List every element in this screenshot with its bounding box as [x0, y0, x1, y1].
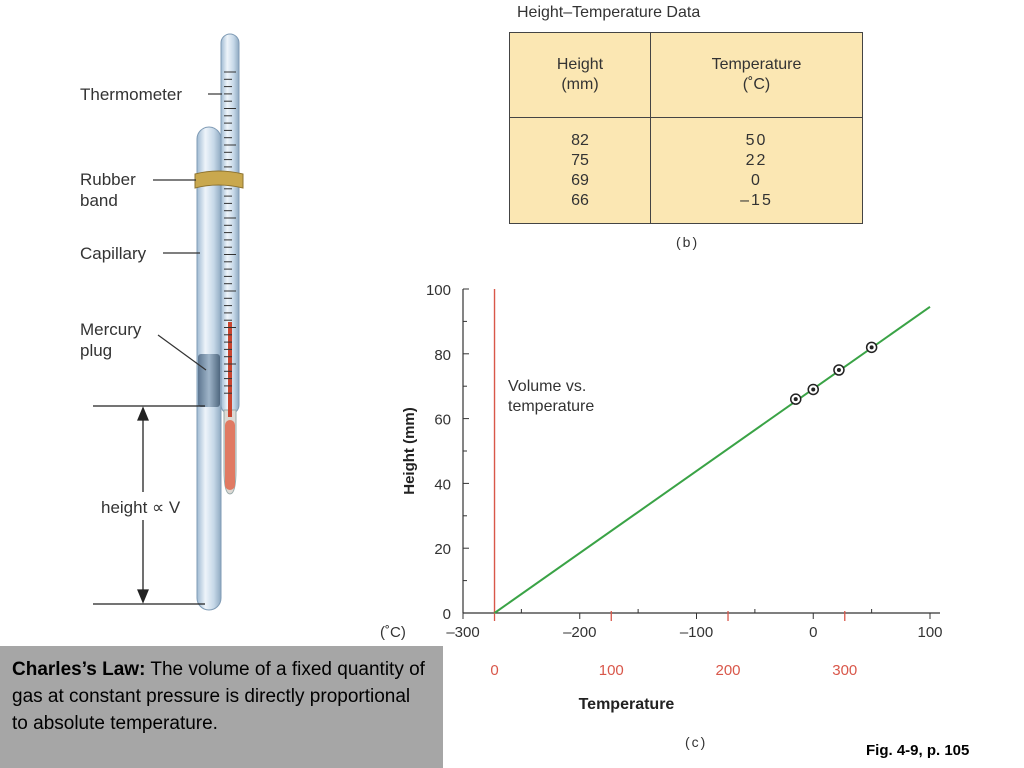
x-unit-label: (˚C) [380, 624, 406, 641]
y-tick-label: 100 [426, 282, 451, 299]
x-tick-label-kelvin: 200 [716, 662, 741, 679]
y-tick-label: 40 [434, 476, 451, 493]
table-caption: (b) [676, 234, 700, 250]
height-bracket [93, 405, 205, 605]
x-tick-label-celsius: –300 [446, 624, 479, 641]
height-temperature-table: Height (mm) Temperature (˚C) 82 75 69 66… [509, 32, 863, 224]
mercury-plug [198, 354, 220, 407]
rubber-band-label: Rubber band [80, 169, 136, 211]
volume-temperature-fit-line [493, 306, 931, 614]
y-tick-label: 80 [434, 347, 451, 364]
temperature-values-cell: 50 22 0 –15 [650, 117, 863, 224]
y-tick-label: 20 [434, 541, 451, 558]
thermometer [220, 33, 240, 495]
y-tick-label: 0 [443, 606, 451, 623]
height-proportional-label: height ∝ V [99, 495, 183, 520]
temperature-value: 50 [745, 131, 768, 149]
y-axis-title: Height (mm) [401, 407, 418, 495]
thermometer-label: Thermometer [80, 85, 183, 104]
figure-reference: Fig. 4-9, p. 105 [866, 742, 970, 759]
x-tick-label-kelvin: 300 [832, 662, 857, 679]
header-height-line1: Height [556, 56, 604, 73]
temperature-value: –15 [740, 191, 773, 209]
x-tick-label-celsius: 0 [809, 624, 817, 641]
x-tick-label-kelvin: 100 [599, 662, 624, 679]
rubber-band [194, 170, 244, 189]
header-temperature-line2: (˚C) [742, 76, 771, 93]
y-tick-label: 60 [434, 412, 451, 429]
chart-annotation-line2: temperature [508, 398, 594, 415]
height-value: 66 [571, 191, 589, 209]
header-height-line2: (mm) [561, 76, 599, 93]
table-header-height: Height (mm) [509, 32, 651, 118]
height-value: 82 [571, 131, 589, 149]
height-value: 69 [571, 171, 589, 189]
header-temperature-line1: Temperature [711, 56, 802, 73]
x-tick-label-celsius: –200 [563, 624, 596, 641]
charles-law-text: The volume of a fixed quantity of gas at… [12, 659, 425, 734]
chart-caption: (c) [685, 734, 708, 750]
data-point-center [869, 345, 874, 350]
gas-law-apparatus-illustration [93, 33, 244, 611]
temperature-value: 22 [745, 151, 768, 169]
data-point-center [811, 387, 816, 392]
rubber-band-label-line1: Rubber [80, 170, 136, 189]
table-title: Height–Temperature Data [517, 4, 701, 21]
data-point-center [836, 368, 841, 372]
capillary-label: Capillary [80, 244, 147, 263]
charles-law-definition: Charles’s Law: The volume of a fixed qua… [0, 646, 443, 768]
x-tick-label-celsius: 100 [917, 624, 942, 641]
mercury-plug-label-line1: Mercury [80, 320, 142, 339]
temperature-value: 0 [751, 171, 762, 189]
x-tick-label-celsius: –100 [680, 624, 713, 641]
rubber-band-label-line2: band [80, 191, 118, 210]
leader-lines [153, 93, 222, 371]
chart-annotation-line1: Volume vs. [508, 378, 586, 395]
data-point-center [793, 397, 798, 402]
height-vs-temperature-chart: 0 20 40 60 80 100 –300 –200 –100 0 100 (˚C) 0 100 200 3… [380, 282, 943, 713]
height-value: 75 [571, 151, 589, 169]
charles-law-term: Charles’s Law: [12, 659, 146, 680]
mercury-plug-label-line2: plug [80, 341, 113, 360]
x-axis-title: Temperature [579, 696, 675, 713]
x-tick-label-kelvin: 0 [490, 662, 498, 679]
mercury-plug-label: Mercury plug [80, 319, 141, 361]
height-values-cell: 82 75 69 66 [509, 117, 651, 224]
table-header-temperature: Temperature (˚C) [650, 32, 863, 118]
